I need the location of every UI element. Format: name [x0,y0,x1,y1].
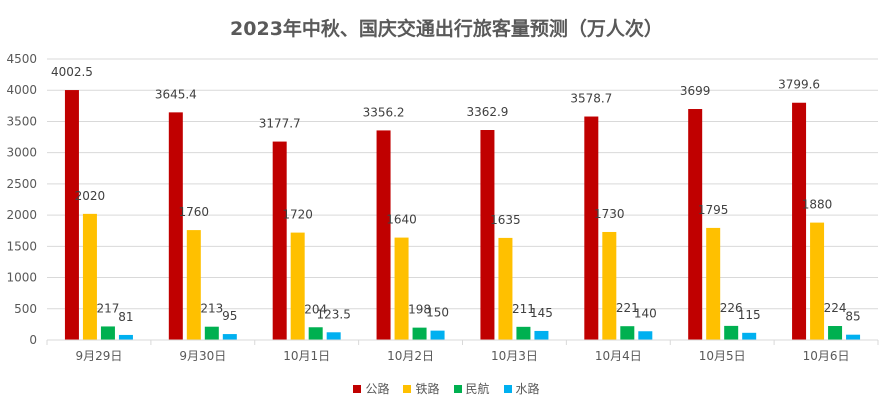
data-label: 3799.6 [778,78,820,92]
bar [412,327,427,340]
data-label: 3362.9 [466,105,508,119]
bar [100,326,115,340]
data-label: 217 [96,301,119,315]
data-label: 1720 [282,208,313,222]
legend-label: 水路 [515,382,540,396]
data-label: 123.5 [317,307,351,321]
y-tick-label: 500 [14,302,37,316]
bar [724,325,739,340]
bar [534,330,549,340]
x-tick-label: 10月3日 [491,349,538,363]
legend-item: 民航 [453,380,490,397]
legend-label: 铁路 [415,382,440,396]
x-tick-label: 10月6日 [803,349,850,363]
bar [204,326,219,340]
bar [620,326,635,340]
legend-swatch [353,384,362,393]
data-label: 224 [824,301,847,315]
data-label: 221 [616,301,639,315]
bar [376,130,391,340]
x-tick-label: 10月1日 [283,349,330,363]
y-tick-label: 0 [29,333,37,347]
y-tick-label: 4000 [6,83,37,97]
data-label: 4002.5 [51,65,93,79]
data-label: 81 [118,310,133,324]
bar [430,330,445,340]
legend-swatch [503,384,512,393]
bar [638,331,653,340]
bar [82,213,97,340]
data-label: 3177.7 [259,117,301,131]
data-label: 140 [634,306,657,320]
y-tick-label: 4500 [6,52,37,66]
bar [186,230,201,340]
bar [846,334,861,340]
bar [498,237,513,340]
bar [222,334,237,340]
y-tick-label: 1000 [6,271,37,285]
data-label: 2020 [75,189,106,203]
bar [706,227,721,340]
bar [272,141,287,340]
legend-item: 铁路 [403,380,440,397]
data-label: 226 [720,301,743,315]
data-label: 198 [408,303,431,317]
data-label: 213 [200,302,223,316]
data-label: 150 [426,306,449,320]
y-tick-label: 2000 [6,208,37,222]
y-tick-label: 1500 [6,239,37,253]
bar [168,112,183,340]
bar [602,231,617,340]
x-tick-label: 9月29日 [75,349,122,363]
data-label: 85 [845,310,860,324]
bar [516,326,531,340]
bar [792,102,807,341]
bar [810,222,825,340]
x-tick-label: 10月4日 [595,349,642,363]
bar [326,332,341,340]
data-label: 145 [530,306,553,320]
data-label: 1640 [386,213,417,227]
data-label: 95 [222,309,237,323]
legend-item: 公路 [353,380,389,397]
x-tick-label: 10月2日 [387,349,434,363]
y-tick-label: 2500 [6,177,37,191]
bar [64,90,79,341]
x-tick-label: 10月5日 [699,349,746,363]
data-label: 3356.2 [363,105,405,119]
bar [584,116,599,341]
legend-item: 水路 [503,380,540,397]
data-label: 1880 [802,198,833,212]
data-label: 3578.7 [570,92,612,106]
data-label: 211 [512,302,535,316]
data-label: 1635 [490,213,521,227]
x-tick-label: 9月30日 [179,349,226,363]
data-label: 3699 [680,84,711,98]
bar [480,130,495,340]
bar [308,327,323,340]
bar [118,334,133,340]
legend-label: 民航 [465,382,490,396]
legend-swatch [453,384,462,393]
data-label: 1730 [594,207,625,221]
data-label: 3645.4 [155,87,197,101]
bar [688,109,703,340]
bar [394,237,409,340]
bar [290,232,305,340]
y-tick-label: 3000 [6,146,37,160]
legend: 公路 铁路 民航 水路 [0,380,893,397]
legend-swatch [403,384,412,393]
bar [828,326,843,340]
data-label: 204 [304,302,327,316]
legend-label: 公路 [365,382,390,396]
bar [742,332,757,340]
data-label: 115 [738,308,761,322]
chart-title: 2023年中秋、国庆交通出行旅客量预测（万人次） [230,18,663,40]
y-tick-label: 3500 [6,114,37,128]
data-label: 1795 [698,203,729,217]
data-label: 1760 [179,205,210,219]
